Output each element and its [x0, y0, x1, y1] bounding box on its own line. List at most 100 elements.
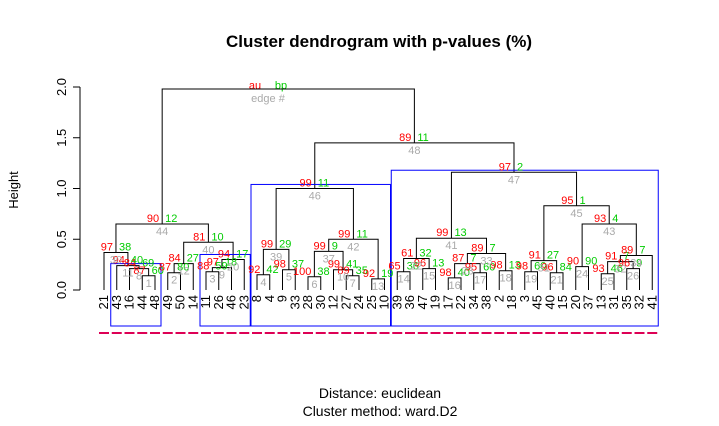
leaf-label: 40 [542, 295, 557, 309]
au-label: 96 [618, 258, 630, 270]
bp-label: 11 [318, 178, 329, 190]
leaf-label: 44 [134, 295, 149, 309]
leaf-label: 19 [428, 295, 443, 309]
leaf-label: 28 [300, 295, 315, 309]
leaf-label: 48 [147, 295, 162, 309]
edge-label: 14 [398, 274, 410, 286]
au-label: 92 [248, 264, 260, 276]
bp-label: 11 [356, 228, 367, 240]
leaf-label: 23 [236, 295, 251, 309]
bp-label: 7 [470, 253, 476, 265]
edge-label: 40 [202, 244, 214, 256]
au-label: 81 [193, 231, 205, 243]
au-label: 84 [168, 253, 180, 265]
au-label: 90 [567, 256, 579, 268]
cluster-rectangle [390, 169, 659, 327]
leaf-labels: 2143164448495014112646238493328301227242… [96, 295, 659, 334]
edge-label: 15 [423, 271, 435, 283]
leaf-label: 9 [275, 295, 290, 302]
bp-label: 35 [356, 265, 368, 277]
au-label: 90 [147, 213, 159, 225]
leaf-label: 46 [224, 295, 239, 309]
leaf-label: 36 [402, 295, 417, 309]
au-label: 87 [159, 262, 171, 274]
leaf-label: 41 [644, 295, 659, 309]
leaf-label: 32 [632, 295, 647, 309]
edge-label: 16 [449, 280, 461, 292]
edge-label: 6 [311, 279, 317, 291]
bp-label: 29 [279, 238, 291, 250]
leaf-label: 10 [377, 295, 392, 309]
bp-label: 13 [432, 258, 444, 270]
bp-label: 18 [225, 257, 237, 269]
leaf-label: 20 [568, 295, 583, 309]
legend-bp: bp [275, 80, 287, 92]
au-label: 92 [363, 268, 375, 280]
edge-label: 46 [309, 191, 321, 203]
au-label: 65 [388, 261, 400, 273]
leaf-label: 14 [185, 295, 200, 309]
leaf-label: 49 [160, 295, 175, 309]
leaf-label: 18 [504, 295, 519, 309]
au-label: 93 [592, 263, 604, 275]
y-tick-label: 1.0 [54, 179, 69, 197]
leaf-label: 45 [530, 295, 545, 309]
edge-label: 43 [603, 226, 615, 238]
au-label: 99 [436, 227, 448, 239]
bp-label: 84 [560, 262, 572, 274]
au-label: 95 [561, 195, 573, 207]
bp-label: 9 [636, 258, 642, 270]
leaf-label: 11 [198, 295, 213, 309]
leaf-label: 2 [491, 295, 506, 302]
y-tick-label: 1.5 [54, 129, 69, 147]
bp-label: 60 [534, 261, 546, 273]
bp-label: 13 [454, 227, 466, 239]
edge-label: 4 [260, 277, 266, 289]
bp-label: 69 [142, 258, 154, 270]
bp-label: 60 [152, 265, 164, 277]
bp-label: 10 [211, 231, 223, 243]
edge-label: 3 [209, 274, 215, 286]
bp-label: 11 [417, 132, 428, 144]
leaf-label: 16 [122, 295, 137, 309]
au-label: 91 [529, 250, 541, 262]
edge-label: 47 [508, 174, 520, 186]
edge-label: 11 [122, 268, 133, 280]
leaf-label: 35 [619, 295, 634, 309]
au-label: 98 [274, 259, 286, 271]
edge-label: 32 [614, 264, 626, 276]
bp-label: 59 [215, 261, 227, 273]
edge-label: 42 [347, 241, 359, 253]
y-tick-label: 0.0 [54, 281, 69, 299]
edge-label: 1 [146, 278, 152, 290]
au-label: 98 [490, 260, 502, 272]
leaf-label: 17 [440, 295, 455, 309]
au-label: 97 [101, 241, 113, 253]
edge-label: 21 [551, 275, 563, 287]
au-label: 100 [293, 266, 311, 278]
bp-label: 7 [639, 244, 645, 256]
leaf-label: 33 [287, 295, 302, 309]
leaf-label: 25 [364, 295, 379, 309]
bp-label: 7 [623, 251, 629, 263]
au-label: 96 [414, 258, 426, 270]
y-tick-label: 2.0 [54, 78, 69, 96]
cluster-rectangles [110, 169, 659, 327]
leaf-label: 37 [581, 295, 596, 309]
bp-label: 90 [585, 256, 597, 268]
bp-label: 27 [187, 253, 199, 265]
edge-label: 8 [136, 271, 142, 283]
leaf-label: 22 [453, 295, 468, 309]
edge-label: 44 [156, 226, 168, 238]
legend: au bp edge # [249, 80, 287, 105]
bp-label: 60 [483, 262, 495, 274]
bp-label: 40 [131, 255, 143, 267]
bp-label: 32 [419, 248, 431, 260]
cluster-rectangle [199, 253, 251, 327]
bp-label: 19 [381, 268, 393, 280]
legend-edge: edge # [251, 93, 286, 105]
leaf-label: 50 [173, 295, 188, 309]
chart-title: Cluster dendrogram with p-values (%) [226, 32, 532, 51]
y-axis-label: Height [6, 171, 21, 209]
edge-label: 45 [570, 208, 582, 220]
